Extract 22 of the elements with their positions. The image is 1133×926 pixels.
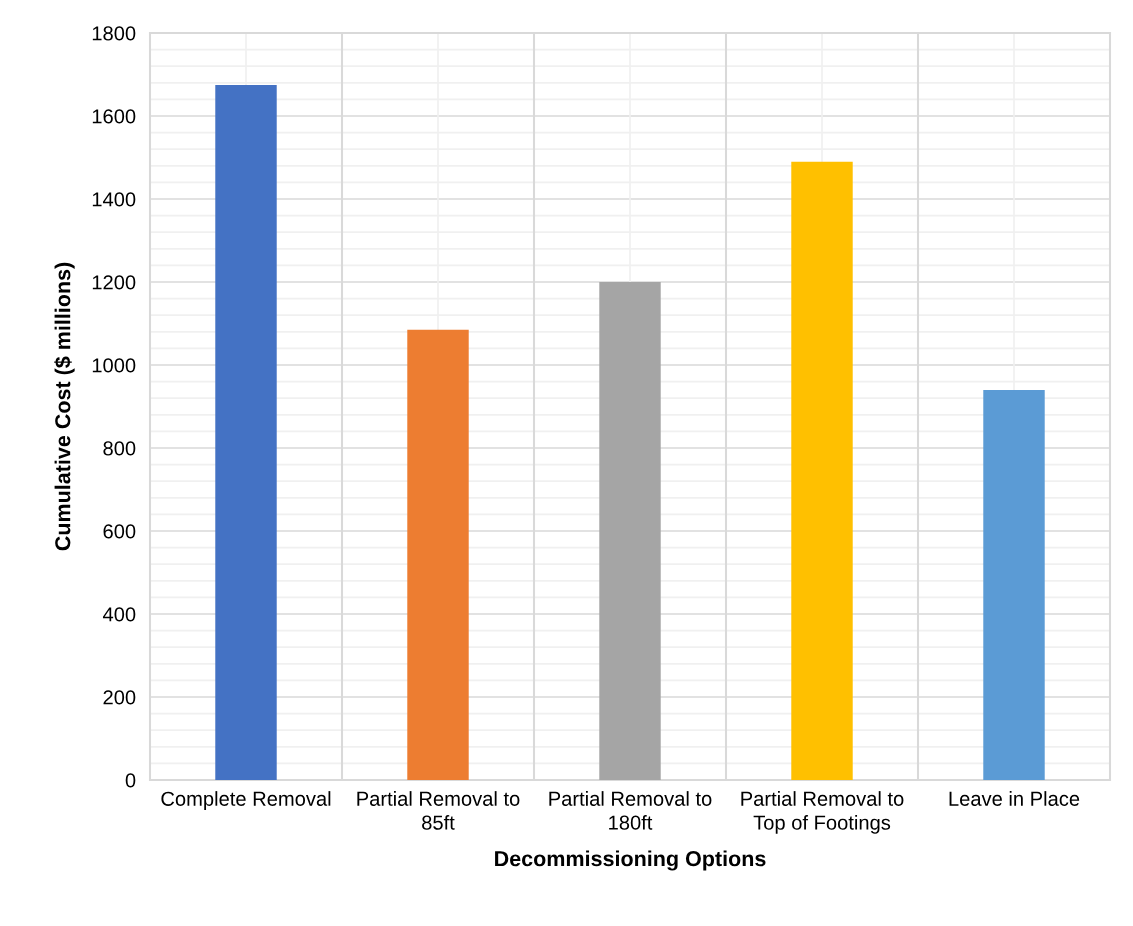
bar [215, 84, 277, 780]
bar [983, 389, 1045, 780]
x-tick-label: Complete Removal [161, 791, 331, 810]
y-tick-label: 1200 [92, 275, 136, 290]
y-tick-label: 200 [103, 690, 136, 705]
y-tick-label: 1800 [92, 26, 136, 41]
y-tick-label: 1000 [92, 358, 136, 373]
y-tick-label: 800 [103, 441, 136, 456]
x-axis-title: Decommissioning Options [495, 850, 766, 871]
x-tick-label: Partial Removal to Top of Footings [741, 791, 904, 834]
bar [407, 329, 469, 780]
x-tick-label: Partial Removal to 180ft [549, 791, 712, 830]
y-tick-label: 400 [102, 607, 136, 622]
bar [791, 161, 853, 780]
x-tick-label: Leave in Place [949, 791, 1080, 806]
y-tick-label: 600 [103, 524, 136, 539]
x-tick-label: Partial Removal to 85ft [357, 791, 520, 830]
y-axis-title: Cumulative Cost ($ millions) [54, 262, 75, 551]
bar [599, 282, 661, 780]
y-tick-label: 0 [125, 773, 136, 788]
y-tick-label: 1600 [92, 109, 136, 124]
y-tick-label: 1400 [92, 192, 136, 207]
